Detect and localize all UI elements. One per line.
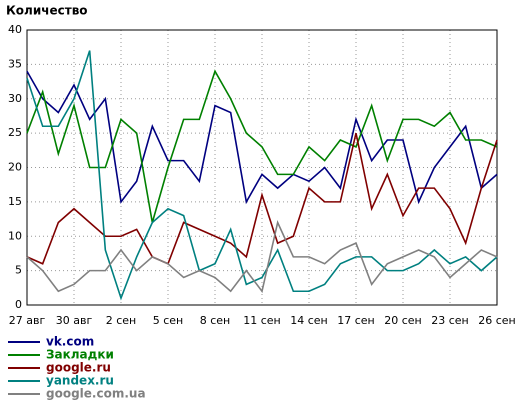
- series-line: [26, 69, 498, 223]
- y-tick-label: 5: [15, 264, 22, 277]
- x-tick-label: 2 сен: [106, 314, 137, 327]
- y-tick-label: 15: [8, 195, 22, 208]
- x-tick-label: 5 сен: [153, 314, 184, 327]
- x-tick-label: 17 сен: [337, 314, 375, 327]
- legend-label: Закладки: [46, 348, 114, 362]
- series-line: [26, 220, 498, 294]
- y-tick-label: 10: [8, 229, 22, 242]
- x-tick-label: 23 сен: [431, 314, 469, 327]
- y-tick-label: 40: [8, 23, 22, 36]
- legend-label: google.ru: [46, 361, 111, 375]
- chart-title: Количество: [6, 4, 88, 18]
- legend-label: vk.com: [46, 335, 94, 349]
- y-tick-label: 30: [8, 92, 22, 105]
- series-line: [26, 132, 498, 265]
- series-line: [26, 70, 498, 205]
- x-tick-label: 11 сен: [243, 314, 281, 327]
- y-tick-label: 0: [15, 298, 22, 311]
- plot-frame: [26, 29, 498, 306]
- y-tick-label: 20: [8, 161, 22, 174]
- legend-label: google.com.ua: [46, 387, 146, 401]
- x-tick-label: 26 сен: [478, 314, 516, 327]
- x-tick-label: 27 авг: [9, 314, 46, 327]
- x-tick-label: 30 авг: [56, 314, 93, 327]
- x-tick-label: 14 сен: [290, 314, 328, 327]
- y-tick-label: 35: [8, 57, 22, 70]
- x-tick-label: 20 сен: [384, 314, 422, 327]
- legend-label: yandex.ru: [46, 374, 114, 388]
- y-tick-label: 25: [8, 126, 22, 139]
- series-line: [26, 50, 498, 301]
- x-tick-label: 8 сен: [200, 314, 231, 327]
